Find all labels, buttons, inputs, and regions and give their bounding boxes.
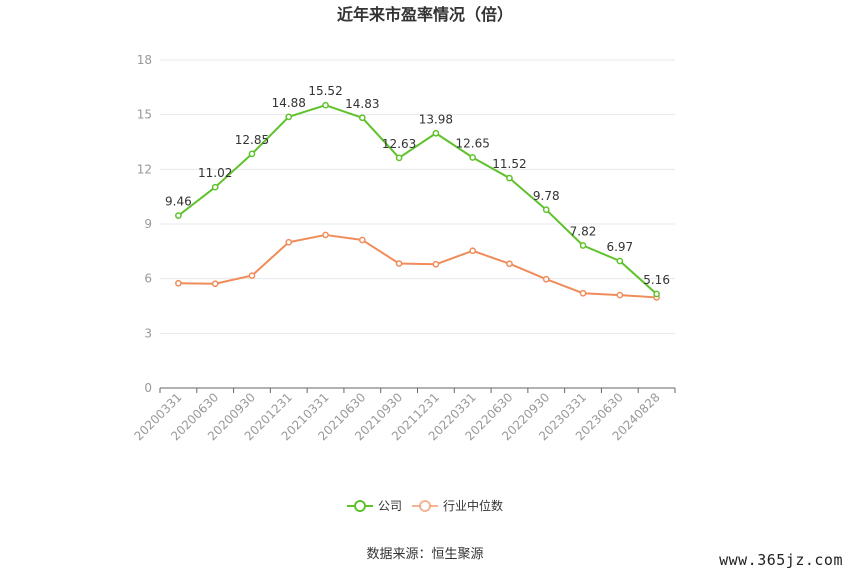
legend-label: 公司: [378, 499, 402, 513]
data-label: 6.97: [606, 240, 633, 254]
y-axis-ticks: 0 3 6 9 12 15 18: [137, 53, 152, 395]
data-point[interactable]: [653, 290, 660, 298]
data-label: 14.83: [345, 97, 379, 111]
data-label: 11.52: [492, 157, 526, 171]
y-tick-label: 0: [144, 381, 152, 395]
data-label: 12.63: [382, 137, 416, 151]
data-label: 9.78: [533, 189, 560, 203]
legend[interactable]: 公司 行业中位数: [347, 498, 503, 513]
data-point[interactable]: [248, 150, 256, 158]
legend-label: 行业中位数: [443, 498, 503, 513]
data-point[interactable]: [616, 291, 624, 299]
data-label: 13.98: [419, 112, 453, 126]
series-industry-median: [175, 231, 660, 301]
data-point[interactable]: [322, 231, 329, 239]
data-point[interactable]: [469, 154, 477, 161]
y-tick-label: 12: [137, 162, 152, 176]
data-point[interactable]: [358, 236, 366, 244]
data-point[interactable]: [542, 206, 550, 214]
data-point[interactable]: [432, 129, 440, 137]
data-point[interactable]: [579, 242, 587, 249]
y-tick-label: 3: [144, 326, 152, 340]
data-point[interactable]: [542, 275, 550, 283]
data-point[interactable]: [285, 238, 293, 246]
data-point[interactable]: [211, 183, 219, 191]
data-point[interactable]: [248, 272, 256, 279]
data-label: 15.52: [308, 84, 342, 98]
data-source: 数据来源：恒生聚源: [366, 547, 483, 562]
data-label: 5.16: [643, 273, 670, 287]
data-point[interactable]: [322, 101, 329, 109]
series-line: [178, 233, 657, 299]
legend-marker: [419, 500, 431, 512]
grid-lines: [160, 59, 675, 334]
watermark: www.365jz.com: [719, 551, 843, 569]
y-tick-label: 6: [144, 272, 152, 286]
y-tick-label: 18: [137, 53, 152, 67]
data-point[interactable]: [211, 280, 219, 288]
data-label: 9.46: [165, 195, 192, 209]
chart-title: 近年来市盈率情况（倍）: [337, 5, 513, 24]
data-label: 12.85: [235, 133, 269, 147]
data-label: 14.88: [272, 96, 306, 110]
legend-item-company[interactable]: 公司: [347, 499, 402, 513]
data-point[interactable]: [285, 113, 293, 121]
data-label: 11.02: [198, 166, 232, 180]
series-company: 9.4611.0212.8514.8815.5214.8312.6313.981…: [165, 84, 670, 298]
data-point[interactable]: [175, 279, 182, 287]
legend-item-industry-median[interactable]: 行业中位数: [412, 498, 503, 513]
data-point[interactable]: [506, 174, 513, 182]
legend-marker: [354, 500, 366, 512]
data-point[interactable]: [358, 114, 366, 122]
y-tick-label: 15: [137, 108, 152, 122]
data-label: 12.65: [455, 136, 489, 150]
x-axis: 2020033120200630202009302020123120210331…: [131, 387, 676, 443]
data-point[interactable]: [579, 289, 587, 297]
series-line: [177, 104, 658, 295]
data-point[interactable]: [395, 154, 403, 162]
data-label: 7.82: [570, 225, 597, 239]
data-point[interactable]: [506, 260, 513, 268]
series-group: 9.4611.0212.8514.8815.5214.8312.6313.981…: [165, 84, 670, 301]
data-point[interactable]: [395, 260, 403, 267]
y-tick-label: 9: [144, 217, 152, 231]
data-point[interactable]: [469, 247, 477, 255]
data-point[interactable]: [432, 260, 440, 268]
data-point[interactable]: [175, 212, 182, 219]
data-point[interactable]: [616, 257, 624, 265]
